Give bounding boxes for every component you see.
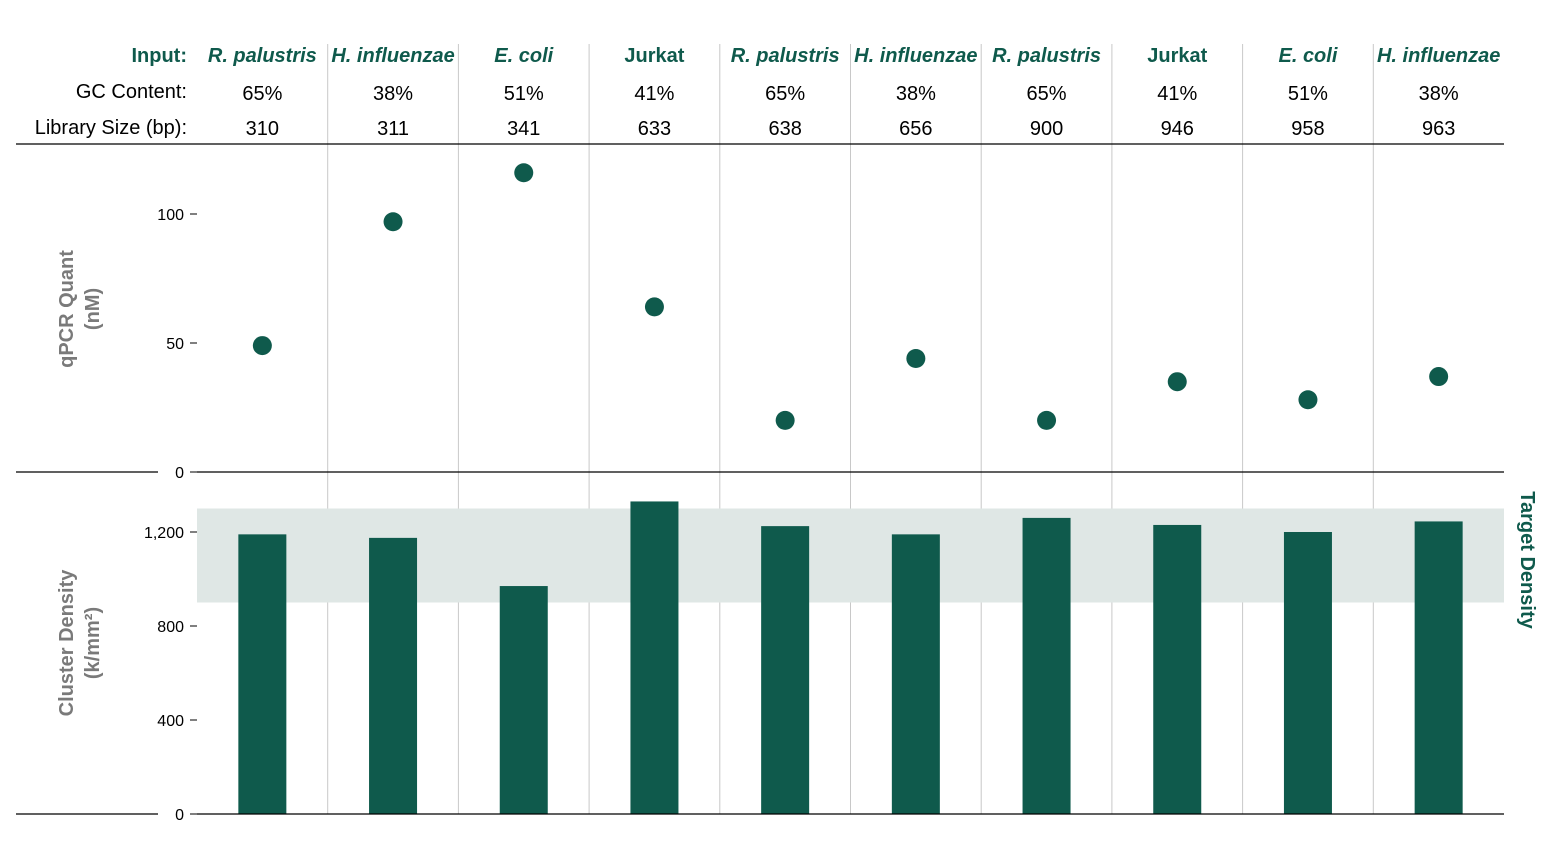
library-size-cell: 946: [1161, 118, 1194, 140]
cluster-density-bar: [630, 501, 679, 814]
qpcr-point: [1429, 367, 1449, 387]
input-cell: H. influenzae: [331, 45, 454, 67]
cluster-density-bars: [238, 501, 1463, 814]
qpcr-tick-label: 100: [157, 207, 184, 224]
library-size-cell: 310: [246, 118, 279, 140]
axes: 0 50 100 0 400 800 1,200: [16, 143, 1504, 824]
input-row-label: Input:: [131, 45, 187, 67]
qpcr-tick-label: 0: [175, 465, 184, 482]
library-size-cell: 900: [1030, 118, 1063, 140]
qpcr-point: [1037, 410, 1057, 430]
cluster-density-bar: [238, 534, 287, 814]
gc-row-label: GC Content:: [76, 81, 187, 103]
library-size-cell: 963: [1422, 118, 1455, 140]
qpcr-tick-label: 50: [166, 336, 184, 353]
size-row-label: Library Size (bp):: [35, 117, 187, 139]
density-tick-label: 0: [175, 807, 184, 824]
qpcr-point: [1167, 372, 1187, 392]
column-separators: [327, 44, 1374, 814]
qpcr-point: [383, 212, 403, 232]
input-cell: E. coli: [1278, 45, 1337, 67]
cluster-density-bar: [1414, 521, 1463, 814]
input-cell: H. influenzae: [1377, 45, 1500, 67]
library-size-cell: 311: [377, 118, 409, 140]
library-size-cell: 341: [507, 118, 540, 140]
gc-content-cell: 41%: [634, 83, 674, 105]
qpcr-axis-title-line2: (nM): [82, 288, 104, 330]
sample-header-table: R. palustris 65% 310 H. influenzae 38% 311 E. …: [208, 45, 1500, 140]
cluster-density-bar: [1153, 524, 1202, 814]
cluster-density-bar: [891, 534, 940, 814]
qpcr-point: [775, 410, 795, 430]
library-size-cell: 633: [638, 118, 671, 140]
gc-content-cell: 51%: [1288, 83, 1328, 105]
qpcr-point: [1298, 390, 1318, 410]
input-cell: R. palustris: [731, 45, 840, 67]
gc-content-cell: 38%: [896, 83, 936, 105]
gc-content-cell: 41%: [1157, 83, 1197, 105]
qpcr-point: [514, 163, 534, 183]
density-axis-title-line1: Cluster Density: [56, 569, 78, 717]
library-size-cell: 638: [768, 118, 801, 140]
input-cell: Jurkat: [1147, 45, 1207, 67]
qpcr-point: [252, 336, 272, 356]
cluster-density-bar: [761, 526, 810, 814]
density-tick-label: 400: [157, 713, 184, 730]
input-cell: Jurkat: [624, 45, 684, 67]
input-cell: R. palustris: [208, 45, 317, 67]
library-size-cell: 958: [1291, 118, 1324, 140]
qpcr-point: [906, 348, 926, 368]
cluster-density-bar: [369, 537, 418, 814]
input-cell: H. influenzae: [854, 45, 977, 67]
gc-content-cell: 38%: [1419, 83, 1459, 105]
gc-content-cell: 38%: [373, 83, 413, 105]
cluster-density-bar: [1283, 532, 1332, 814]
gc-content-cell: 65%: [242, 83, 282, 105]
density-tick-label: 1,200: [144, 525, 184, 542]
cluster-density-bar: [1022, 517, 1071, 814]
input-cell: E. coli: [494, 45, 553, 67]
target-density-label: Target Density: [1516, 491, 1538, 629]
qpcr-point: [644, 297, 664, 317]
input-cell: R. palustris: [992, 45, 1101, 67]
density-axis-title-line2: (k/mm²): [82, 607, 104, 679]
gc-content-cell: 65%: [765, 83, 805, 105]
cluster-density-bar: [499, 586, 548, 814]
qpcr-points: [252, 163, 1449, 430]
density-tick-label: 800: [157, 619, 184, 636]
qpcr-axis-title-line1: qPCR Quant: [56, 250, 78, 368]
gc-content-cell: 65%: [1027, 83, 1067, 105]
gc-content-cell: 51%: [504, 83, 544, 105]
library-size-cell: 656: [899, 118, 932, 140]
